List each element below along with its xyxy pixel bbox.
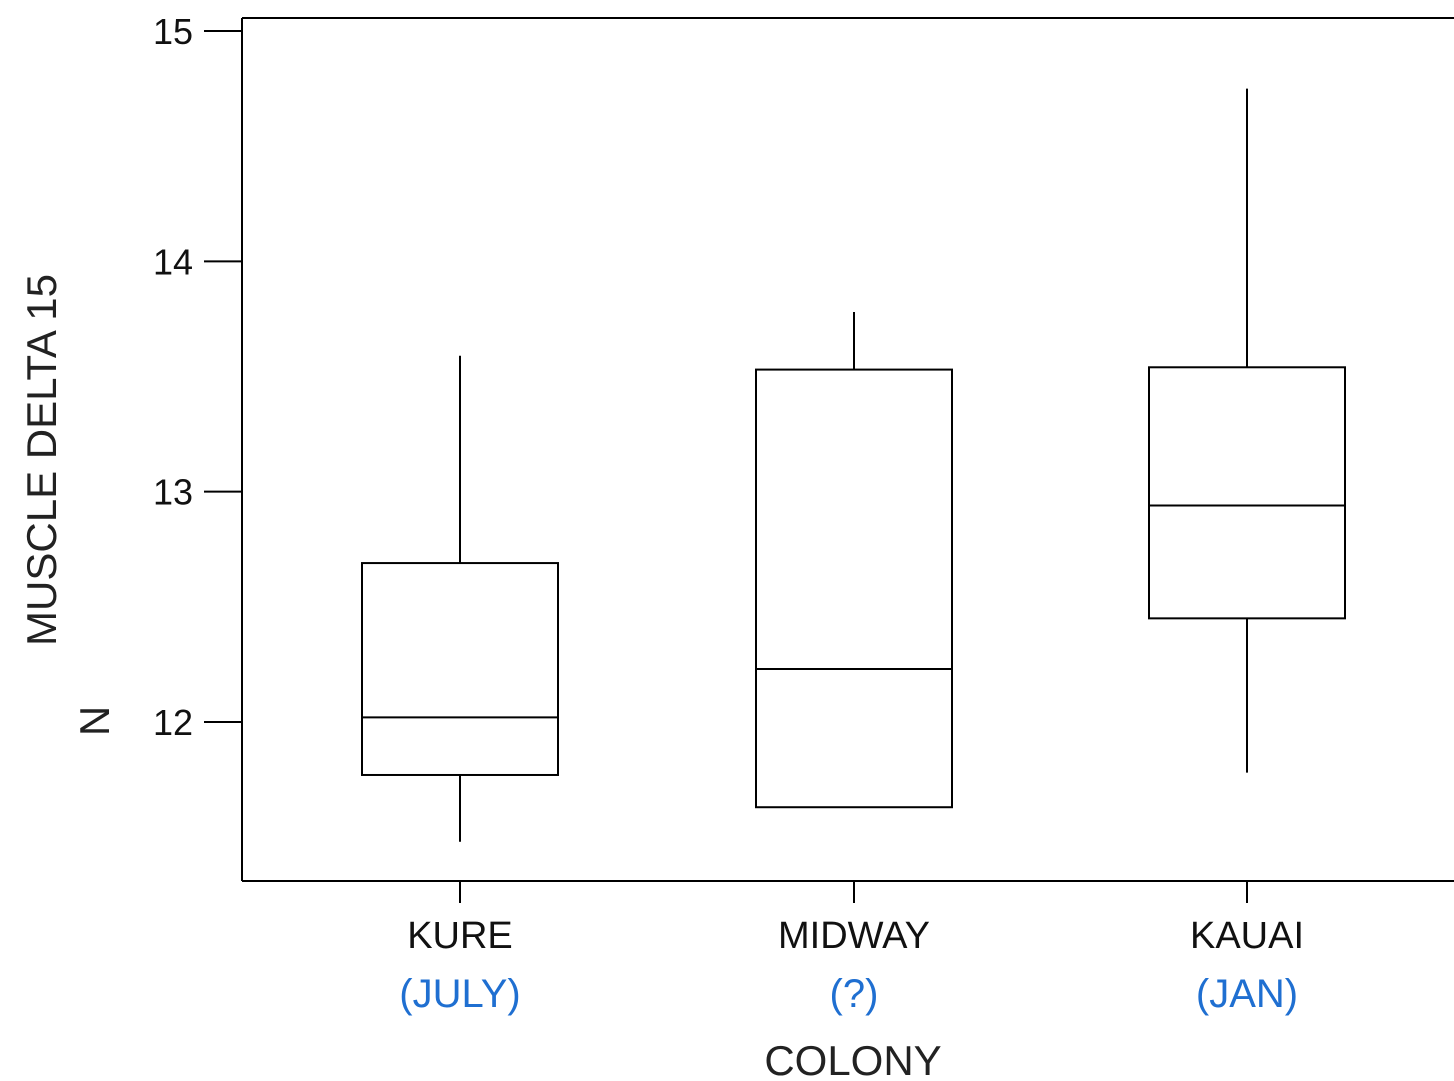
- x-sublabel-kauai: (JAN): [1196, 972, 1298, 1016]
- y-tick-label-12: 12: [153, 702, 193, 743]
- x-tick-label-kauai: KAUAI: [1190, 915, 1304, 957]
- iqr-box-kure: [361, 562, 559, 776]
- box-midway: [755, 312, 953, 809]
- box-kauai: [1148, 88, 1346, 773]
- y-axis-title: MUSCLE DELTA 15: [18, 274, 65, 646]
- x-tick-label-midway: MIDWAY: [778, 915, 930, 957]
- x-axis-title: COLONY: [764, 1037, 941, 1081]
- y-tick-label-15: 15: [153, 11, 193, 52]
- x-sublabel-kure: (JULY): [399, 972, 520, 1016]
- y-axis-title-line-2: N: [71, 706, 118, 736]
- y-tick-label-13: 13: [153, 472, 193, 513]
- iqr-box-midway: [755, 368, 953, 809]
- x-axis: KURE (JULY) MIDWAY (?) KAUAI (JAN): [399, 881, 1304, 1016]
- iqr-box-kauai: [1148, 366, 1346, 620]
- x-sublabel-midway: (?): [830, 972, 879, 1016]
- y-axis: 12 13 14 15: [153, 11, 242, 743]
- x-tick-label-kure: KURE: [407, 915, 513, 957]
- box-kure: [361, 355, 559, 842]
- boxes: [361, 88, 1346, 842]
- plot-frame: [241, 17, 1454, 882]
- y-tick-label-14: 14: [153, 241, 193, 282]
